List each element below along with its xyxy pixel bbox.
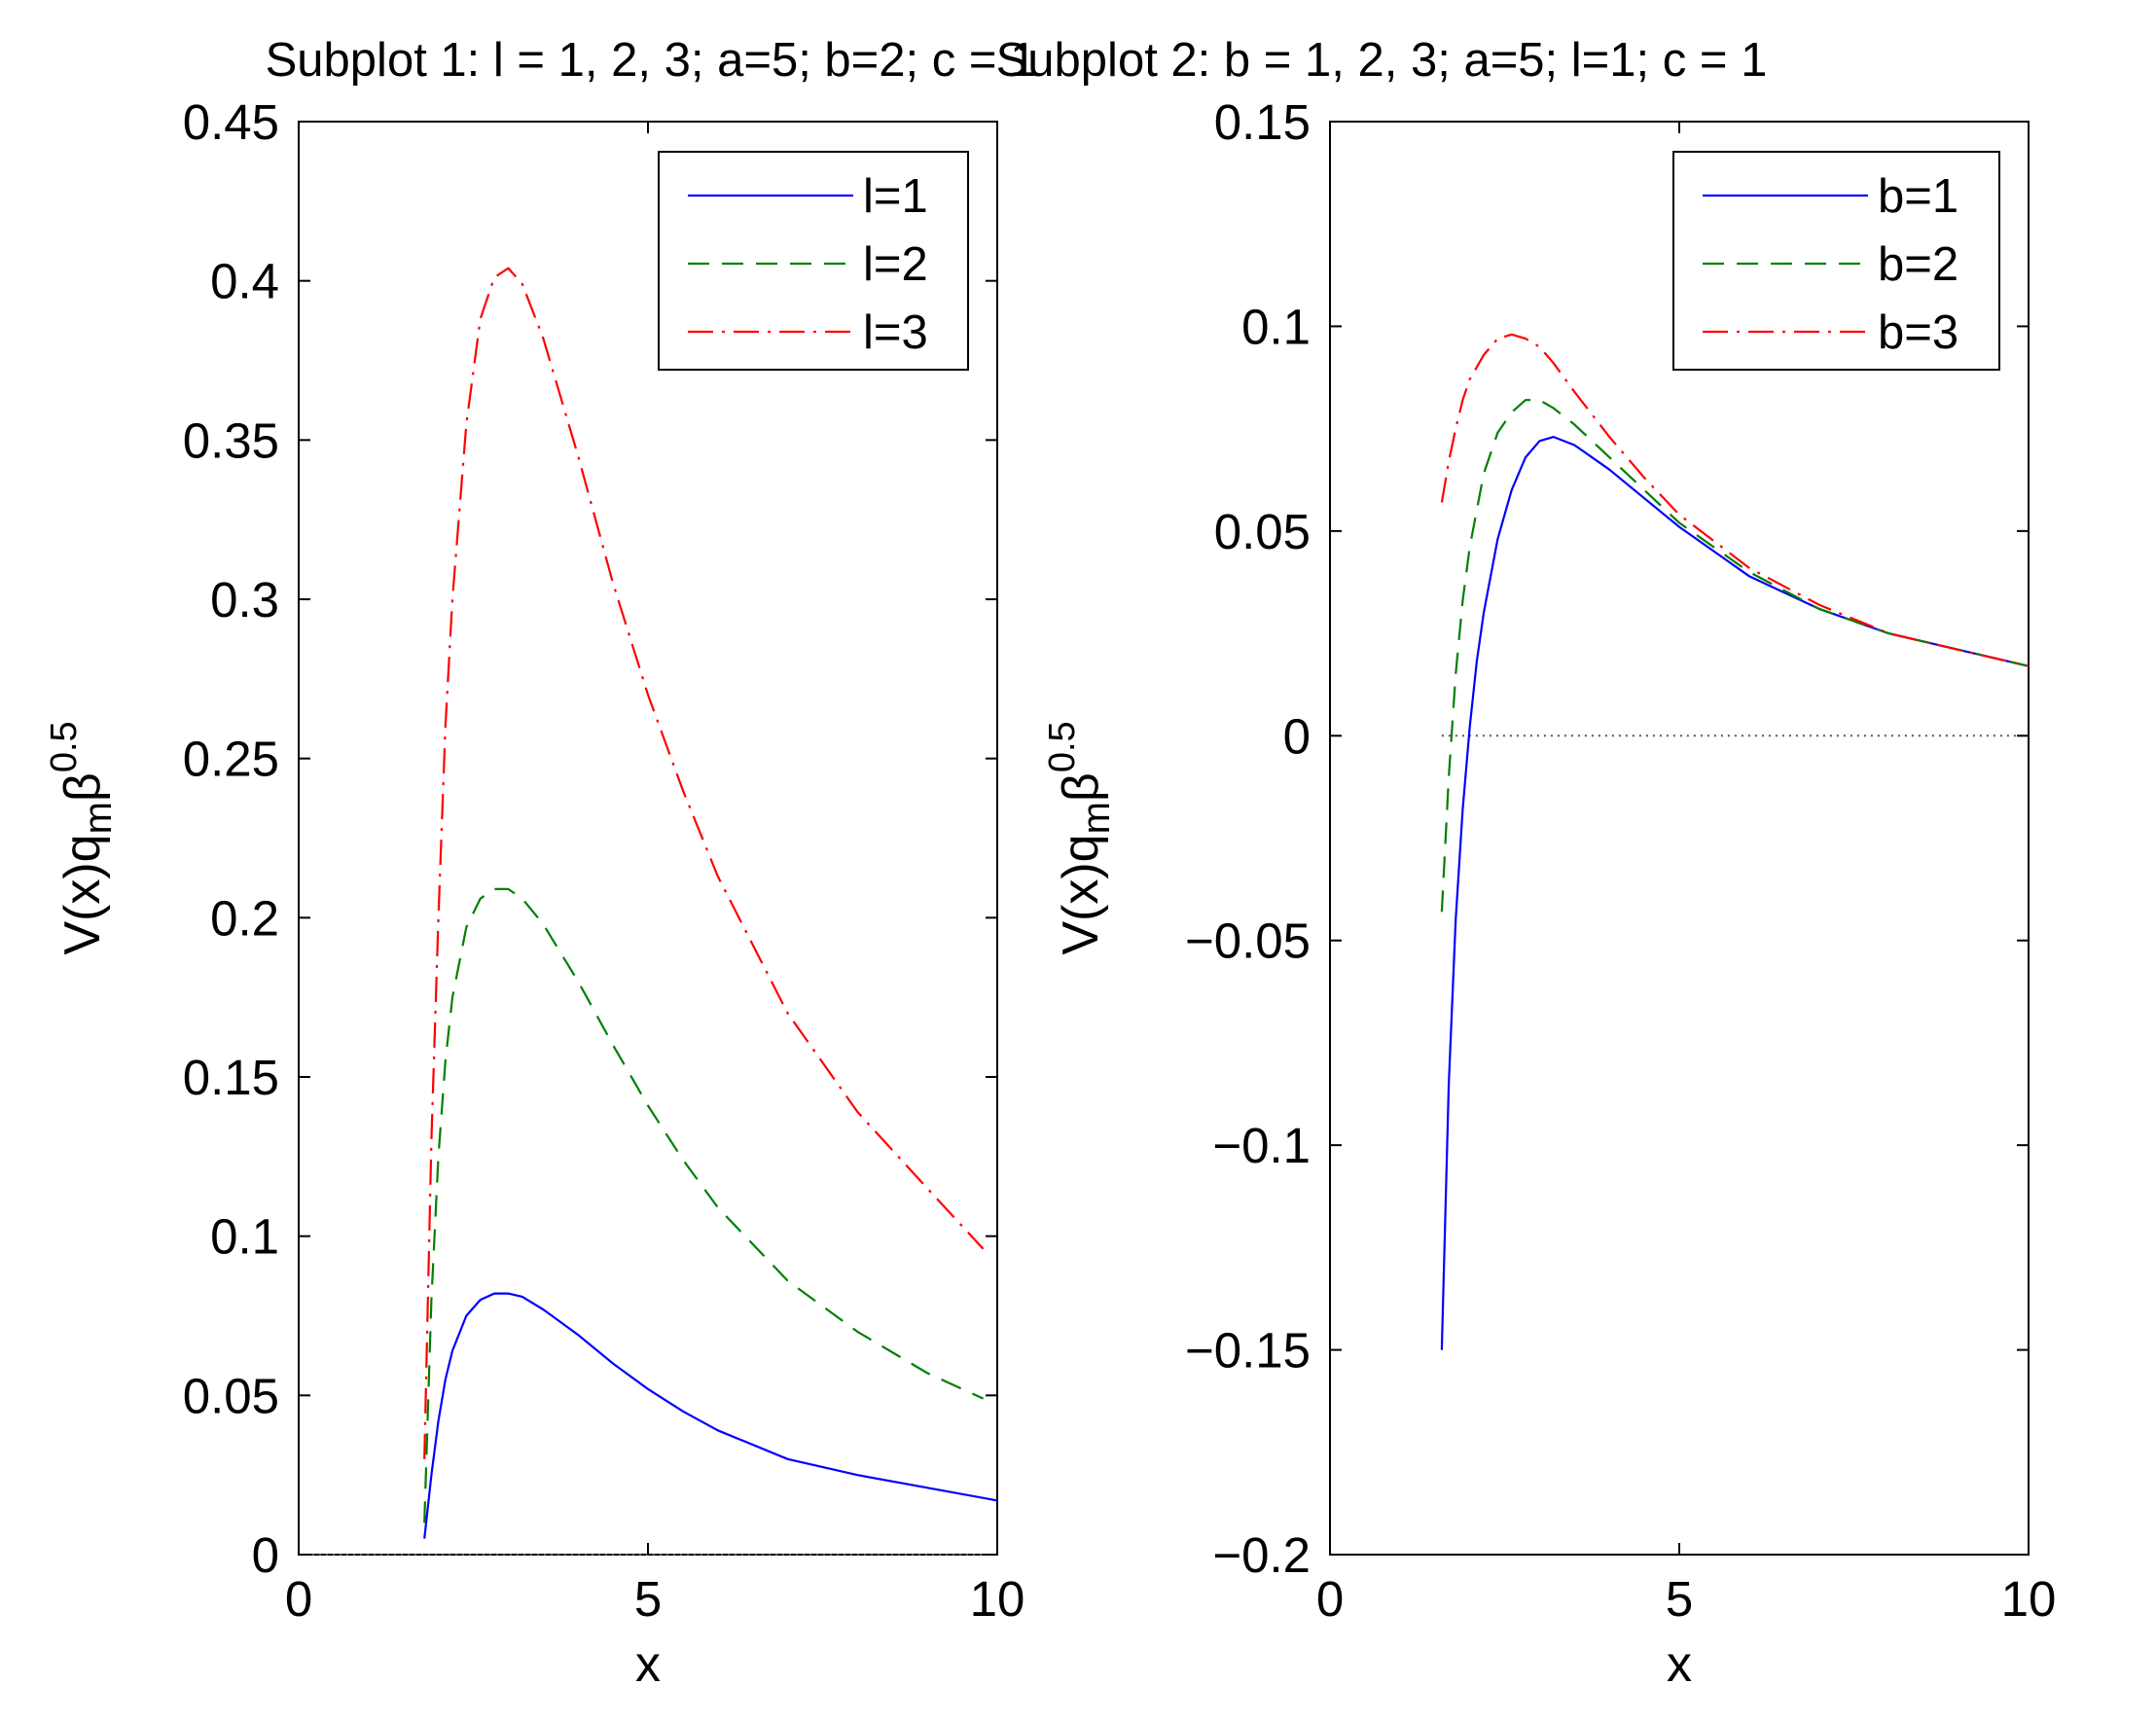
subplot-1-series-l1-line bbox=[423, 1292, 998, 1539]
subplot-2-ytick-label: 0.15 bbox=[1214, 94, 1311, 150]
subplot-2-legend-box bbox=[1672, 151, 2000, 371]
subplot-1-ytick-label: 0.35 bbox=[183, 412, 279, 468]
subplot-2-xtick-label: 0 bbox=[1316, 1571, 1344, 1627]
subplot-1-ytick-label: 0.45 bbox=[183, 94, 279, 150]
subplot-1-x-axis-label: x bbox=[635, 1636, 661, 1693]
subplot-1-series-l2-line bbox=[423, 887, 985, 1523]
subplot-1-legend-box bbox=[658, 151, 969, 371]
subplot-2-ytick-label: −0.15 bbox=[1185, 1323, 1311, 1379]
subplot-1-ytick-label: 0 bbox=[252, 1527, 279, 1583]
subplot-1-xtick-label: 10 bbox=[970, 1571, 1025, 1627]
subplot-1-xtick-label: 5 bbox=[634, 1571, 662, 1627]
subplot-1-y-axis-label: V(x)qmβ0.5 bbox=[44, 721, 120, 954]
subplot-1-ytick-label: 0.1 bbox=[210, 1209, 279, 1265]
subplot-2-ytick-label: 0.1 bbox=[1241, 299, 1311, 354]
subplot-1-ytick-label: 0.15 bbox=[183, 1050, 279, 1105]
subplot-1-series-l3-line bbox=[423, 267, 985, 1459]
subplot-2-series-b3-line bbox=[1440, 333, 2030, 667]
subplot-1-ytick-label: 0.25 bbox=[183, 732, 279, 787]
subplot-1-ytick-label: 0.4 bbox=[210, 254, 279, 309]
subplot-2-series-b2-line bbox=[1440, 399, 2030, 913]
subplot-2-title: Subplot 2: b = 1, 2, 3; a=5; l=1; c = 1 bbox=[996, 34, 1768, 87]
subplot-2-ytick-label: 0 bbox=[1283, 708, 1311, 764]
subplot-1: Subplot 1: l = 1, 2, 3; a=5; b=2; c = 1 … bbox=[44, 34, 1036, 1693]
subplot-1-xtick-label: 0 bbox=[285, 1571, 312, 1627]
subplot-2-x-axis-label: x bbox=[1667, 1636, 1692, 1693]
subplot-2-series-b1-line bbox=[1440, 436, 2030, 1350]
subplot-2: Subplot 2: b = 1, 2, 3; a=5; l=1; c = 1 … bbox=[996, 34, 2057, 1693]
subplot-2-ytick-label: 0.05 bbox=[1214, 504, 1311, 559]
subplot-2-xtick-label: 10 bbox=[2001, 1571, 2057, 1627]
subplot-1-ytick-label: 0.2 bbox=[210, 890, 279, 946]
subplot-2-legend-label-b1: b=1 bbox=[1878, 170, 1958, 223]
subplot-2-y-axis-label: V(x)qmβ0.5 bbox=[1042, 721, 1118, 954]
subplot-2-ytick-label: −0.05 bbox=[1185, 914, 1311, 969]
subplot-2-xtick-label: 5 bbox=[1666, 1571, 1693, 1627]
subplot-2-ytick-label: −0.1 bbox=[1212, 1118, 1311, 1173]
subplot-2-legend: b=1 b=2 b=3 bbox=[1672, 151, 2000, 371]
subplot-1-legend-label-l3: l=3 bbox=[863, 306, 928, 359]
subplot-1-ytick-label: 0.05 bbox=[183, 1368, 279, 1423]
subplot-1-title: Subplot 1: l = 1, 2, 3; a=5; b=2; c = 1 bbox=[266, 34, 1037, 87]
subplot-1-legend-label-l2: l=2 bbox=[863, 238, 928, 291]
subplot-2-legend-label-b3: b=3 bbox=[1878, 306, 1958, 359]
subplot-1-legend: l=1 l=2 l=3 bbox=[658, 151, 969, 371]
subplot-2-legend-label-b2: b=2 bbox=[1878, 238, 1958, 291]
subplot-1-legend-label-l1: l=1 bbox=[863, 170, 928, 223]
subplot-1-ytick-label: 0.3 bbox=[210, 572, 279, 627]
subplot-2-ytick-label: −0.2 bbox=[1212, 1527, 1311, 1583]
